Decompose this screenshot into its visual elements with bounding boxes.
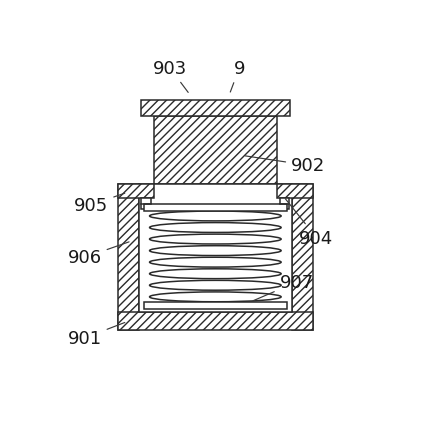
- Polygon shape: [292, 184, 313, 331]
- Polygon shape: [141, 100, 290, 117]
- Polygon shape: [280, 199, 289, 210]
- Polygon shape: [277, 184, 313, 199]
- Ellipse shape: [150, 212, 281, 222]
- Ellipse shape: [150, 292, 281, 302]
- Polygon shape: [144, 204, 287, 212]
- Polygon shape: [144, 302, 287, 309]
- Text: 9: 9: [230, 60, 245, 93]
- Polygon shape: [139, 184, 292, 313]
- Polygon shape: [118, 313, 313, 331]
- Polygon shape: [118, 184, 139, 331]
- Text: 906: 906: [68, 242, 129, 267]
- Text: 907: 907: [253, 273, 314, 301]
- Text: 901: 901: [68, 323, 125, 347]
- Polygon shape: [118, 184, 154, 199]
- Ellipse shape: [150, 269, 281, 279]
- Ellipse shape: [150, 246, 281, 256]
- Polygon shape: [154, 117, 277, 184]
- Ellipse shape: [150, 258, 281, 268]
- Ellipse shape: [150, 235, 281, 245]
- Polygon shape: [141, 199, 151, 210]
- Ellipse shape: [150, 281, 281, 291]
- Text: 905: 905: [74, 194, 125, 214]
- Text: 903: 903: [153, 60, 188, 93]
- Text: 902: 902: [245, 156, 326, 175]
- Text: 904: 904: [285, 199, 334, 247]
- Ellipse shape: [150, 223, 281, 233]
